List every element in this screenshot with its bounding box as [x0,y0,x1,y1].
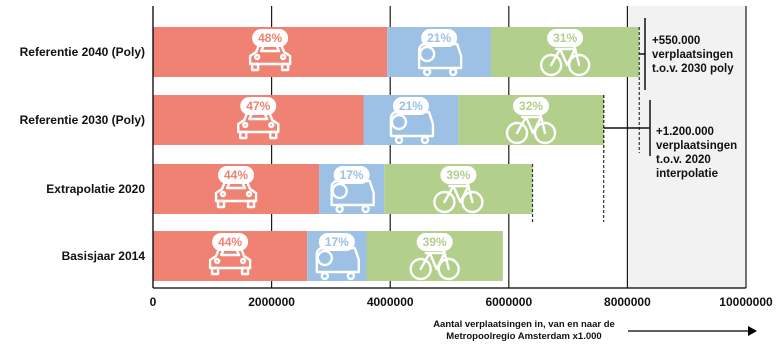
category-label: Referentie 2030 (Poly) [20,113,145,127]
percentage-pill [333,166,370,184]
vehicle-window [316,249,334,267]
vehicle-wheel [335,204,344,214]
car-light [253,53,261,61]
bicycle-icon [409,246,460,281]
background-band [627,6,746,288]
percentage-pill [240,97,277,115]
bicycle-icon [539,42,591,77]
x-tick-label: 4000000 [367,295,414,309]
bicycle-icon [433,179,484,214]
data-label: 39% [423,235,447,249]
data-label: 21% [427,31,451,45]
vehicle-body [330,179,375,207]
vehicle-wheel [422,67,432,77]
x-tick-label: 2000000 [248,295,295,309]
bicycle-frame [515,110,547,135]
vehicle-window [331,182,348,200]
bicycle-frame [443,179,474,204]
percentage-pill [392,97,429,115]
annotation-text: interpolatie [656,168,718,180]
vehicle-wheel [420,135,430,145]
annotation-text: +550.000 [652,35,700,47]
x-axis-label: Metropoolregio Amsterdam x1.000 [446,331,601,342]
car-wheel [239,130,248,140]
vehicle-window [390,113,408,131]
car-light [279,53,287,61]
data-label: 32% [519,99,543,113]
percentage-pill [212,233,249,251]
vehicle-wheel [361,204,370,214]
bicycle-frame [549,42,581,67]
arrow-icon [748,326,757,336]
bicycle-wheel [539,53,563,77]
percentage-pill [421,29,458,47]
bicycle-wheel [461,190,484,214]
car-wheel [280,62,290,72]
car-light [242,121,249,129]
data-label: 44% [218,235,242,249]
data-label: 48% [258,31,282,45]
bicycle-frame [419,246,450,271]
car-wheel [210,266,220,276]
car-light [219,190,227,198]
annotation-text: verplaatsingen [652,49,733,61]
bicycle-icon [505,110,557,145]
car-light [239,257,247,265]
x-tick-label: 6000000 [485,295,532,309]
data-label: 17% [340,168,364,182]
x-tick-label: 0 [150,295,157,309]
vehicle-wheel [346,271,356,281]
vehicle-window [418,45,436,63]
car-wheel [269,130,278,140]
car-light [268,121,275,129]
category-label: Referentie 2040 (Poly) [20,45,145,59]
percentage-pill [252,29,289,47]
annotation-text: verplaatsingen [656,140,737,152]
public-transport-icon [330,179,375,214]
annotation-text: t.o.v. 2030 poly [652,63,734,75]
x-axis-label: Aantal verplaatsingen in, van en naar de [433,319,615,330]
data-label: 44% [224,168,248,182]
data-label: 31% [553,31,577,45]
category-label: Extrapolatie 2020 [46,182,145,196]
bicycle-wheel [567,53,591,77]
data-label: 17% [325,235,349,249]
public-transport-icon [315,246,361,281]
data-label: 21% [399,99,423,113]
car-light [245,190,253,198]
percentage-pill [440,166,477,184]
bicycle-wheel [533,121,557,145]
percentage-pill [513,97,550,115]
vehicle-wheel [394,135,404,145]
category-label: Basisjaar 2014 [62,249,146,263]
percentage-pill [318,233,355,251]
vehicle-body [389,110,435,138]
percentage-pill [218,166,255,184]
bicycle-wheel [409,257,432,281]
annotation-text: +1.200.000 [656,126,714,138]
public-transport-icon [389,110,435,145]
x-tick-label: 8000000 [604,295,651,309]
vehicle-body [315,246,361,274]
car-wheel [250,62,260,72]
bicycle-wheel [505,121,529,145]
public-transport-icon [417,42,463,77]
car-wheel [216,199,226,209]
bicycle-wheel [433,190,456,214]
data-label: 47% [246,99,270,113]
data-label: 39% [446,168,470,182]
vehicle-wheel [320,271,330,281]
car-light [213,257,221,265]
percentage-pill [416,233,453,251]
x-tick-label: 10000000 [719,295,773,309]
car-wheel [240,266,250,276]
percentage-pill [547,29,584,47]
annotation-text: t.o.v. 2020 [656,154,711,166]
bicycle-wheel [437,257,460,281]
car-wheel [246,199,256,209]
vehicle-wheel [448,67,458,77]
vehicle-body [417,42,463,70]
